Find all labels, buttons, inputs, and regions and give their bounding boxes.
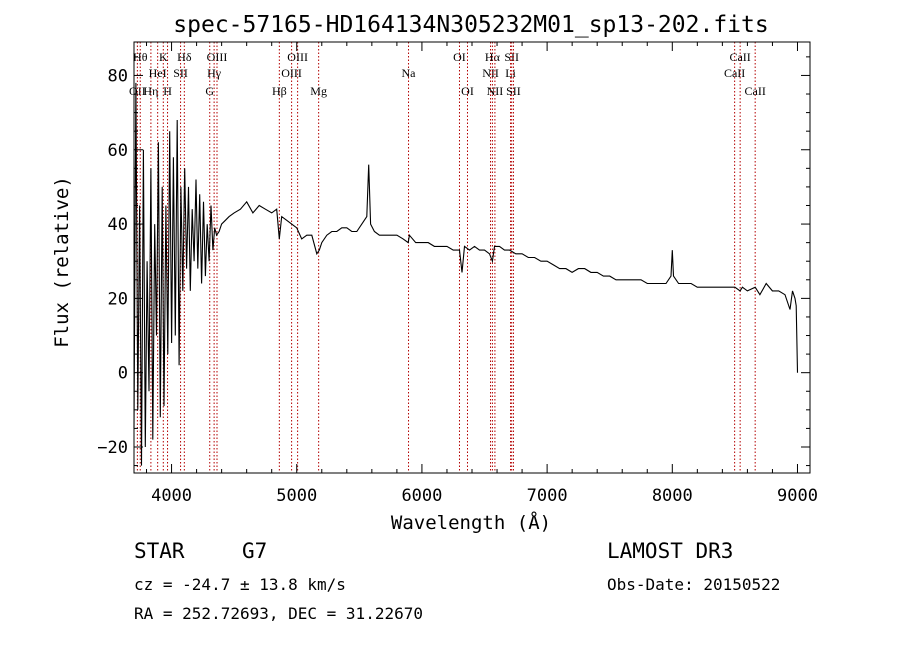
marker-label: SII <box>173 66 188 80</box>
y-axis: −20 0 20 40 60 80 <box>97 56 810 467</box>
marker-label: Li <box>505 66 516 80</box>
coordinates: RA = 252.72693, DEC = 31.22670 <box>134 604 423 623</box>
marker-label: SII <box>506 84 521 98</box>
marker-label: OIII <box>207 50 228 64</box>
y-tick-label: 80 <box>108 66 128 86</box>
marker-label: CaII <box>745 84 766 98</box>
marker-label: CaII <box>729 50 750 64</box>
marker-label: OI <box>461 84 474 98</box>
redshift-text: cz = -24.7 ± 13.8 km/s <box>134 575 346 594</box>
marker-label: NII <box>487 84 504 98</box>
y-tick-label: −20 <box>97 438 128 458</box>
chart-title: spec-57165-HD164134N305232M01_sp13-202.f… <box>173 12 768 38</box>
marker-label: OII <box>129 84 146 98</box>
marker-label: Na <box>402 66 417 80</box>
marker-label: HeI <box>149 66 167 80</box>
marker-label: Hδ <box>177 50 192 64</box>
x-tick-label: 6000 <box>401 486 442 506</box>
marker-label: H <box>163 84 172 98</box>
object-class: STAR <box>134 539 185 563</box>
x-tick-label: 4000 <box>151 486 192 506</box>
marker-label: OIII <box>281 66 302 80</box>
marker-label: Hθ <box>133 50 148 64</box>
subclass: G7 <box>242 539 268 563</box>
line-markers: OIIHθHηHeIKHSIIHδHγGOIIIHβOIIIOIIIMgNaOI… <box>129 42 766 473</box>
x-tick-label: 5000 <box>276 486 317 506</box>
marker-label: SII <box>504 50 519 64</box>
spectrum-line <box>133 82 799 466</box>
marker-label: Hβ <box>272 84 287 98</box>
x-tick-label: 8000 <box>652 486 693 506</box>
marker-label: CaII <box>724 66 745 80</box>
x-axis: 4000 5000 6000 7000 8000 9000 <box>146 42 818 506</box>
obs-date: Obs-Date: 20150522 <box>607 575 781 594</box>
y-tick-label: 60 <box>108 141 128 161</box>
marker-label: OI <box>453 50 466 64</box>
y-axis-label: Flux (relative) <box>51 176 73 348</box>
marker-label: Hη <box>143 84 158 98</box>
marker-label: Hα <box>485 50 501 64</box>
y-tick-label: 0 <box>118 364 128 384</box>
marker-label: Mg <box>310 84 327 98</box>
plot-frame <box>133 41 811 474</box>
x-tick-label: 7000 <box>527 486 568 506</box>
y-tick-label: 20 <box>108 289 128 309</box>
marker-label: OIII <box>287 50 308 64</box>
marker-label: K <box>159 50 168 64</box>
x-axis-label: Wavelength (Å) <box>391 511 551 534</box>
marker-label: Hγ <box>207 66 222 80</box>
survey-label: LAMOST DR3 <box>607 539 734 563</box>
marker-label: NII <box>482 66 499 80</box>
y-tick-label: 40 <box>108 215 128 235</box>
x-tick-label: 9000 <box>777 486 818 506</box>
marker-label: G <box>205 84 214 98</box>
